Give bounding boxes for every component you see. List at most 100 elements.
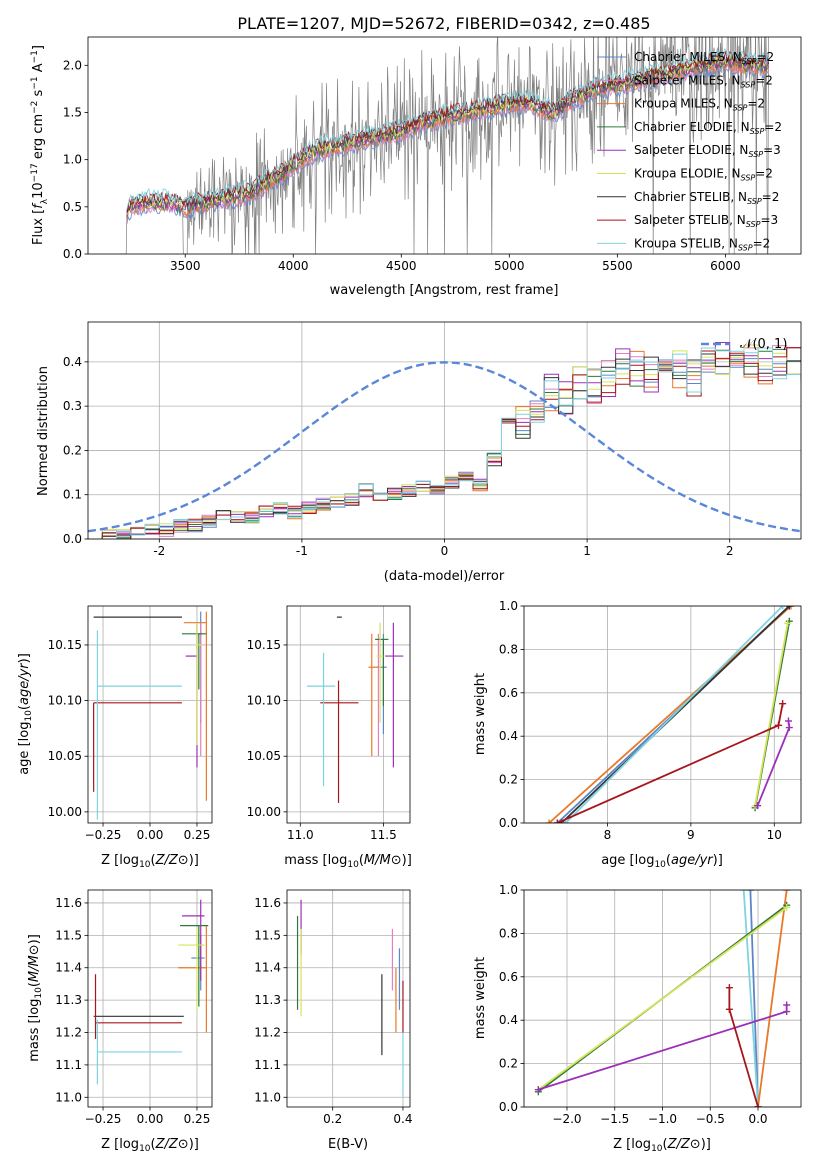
weight-marker [787,606,795,610]
weight-marker [553,819,561,823]
y-tick-label: 1.0 [499,599,518,613]
x-tick-label: 8 [604,828,612,842]
y-tick-label: 11.6 [55,896,82,910]
x-axis-label: Z [log10(Z/Z⊙)] [613,1137,711,1154]
age-vs-mass-panel: 11.0 11.5 10.00 10.05 10.10 10.15 mass [log10(… [247,605,412,870]
y-tick-label: 0.2 [63,443,82,457]
y-tick-label: 11.5 [254,928,281,942]
x-tick-label: 3500 [170,259,201,273]
y-tick-label: 11.3 [55,993,82,1007]
y-tick-label: 11.4 [55,961,82,975]
y-tick-label: 1.0 [63,153,82,167]
legend-entry: Chabrier ELODIE, NSSP=2 [634,120,782,136]
x-axis-label: age [log10(age/yr)] [601,853,723,870]
weight-marker [774,721,782,729]
weight-marker [779,606,787,610]
legend-entry: Kroupa ELODIE, NSSP=2 [634,167,773,183]
weight-marker [779,700,787,708]
x-tick-label: 0.25 [184,1112,211,1126]
y-tick-label: 1.0 [499,883,518,897]
x-axis-label: Z [log10(Z/Z⊙)] [101,1137,199,1154]
y-tick-label: 0.6 [499,686,518,700]
x-tick-label: 0.4 [393,1112,412,1126]
y-tick-label: 0.0 [63,532,82,546]
weight-line [754,623,789,806]
weight-line [742,890,759,1107]
y-axis-label: mass [log10(M/M⊙)] [27,934,44,1062]
y-tick-label: 10.10 [48,694,82,708]
x-tick-label: -1 [296,544,308,558]
model-spectrum [126,48,770,209]
y-tick-label: 0.3 [63,399,82,413]
legend-entry: 𝒩(0, 1) [740,337,787,352]
y-tick-label: 11.1 [55,1058,82,1072]
y-tick-label: 1.5 [63,105,82,119]
residual-histogram [88,355,801,539]
plot-area [120,37,770,254]
y-tick-label: 11.2 [254,1026,281,1040]
normal-curve [88,361,801,533]
x-tick-label: 4500 [386,259,417,273]
plot-area [93,611,207,820]
x-tick-label: 4000 [278,259,309,273]
weight-marker [783,1008,791,1016]
y-tick-label: 0.4 [499,1013,518,1027]
residual-histogram [88,347,801,539]
legend-entry: Salpeter STELIB, NSSP=3 [634,213,778,229]
weight-vs-age-panel: 8 9 10 0.0 0.2 0.4 0.6 0.8 1.0 age [log10(age/yr)… [473,599,802,870]
x-tick-label: 0.2 [323,1112,342,1126]
x-axis-label: Z [log10(Z/Z⊙)] [101,853,199,870]
x-tick-label: 0.0 [748,1112,767,1126]
x-tick-label: 0 [441,544,449,558]
x-tick-label: 10 [767,828,782,842]
y-tick-label: 11.0 [55,1090,82,1104]
x-tick-label: 5000 [494,259,525,273]
axes-frame [87,36,802,255]
weight-marker [783,903,791,911]
legend-entry: Chabrier STELIB, NSSP=2 [634,190,779,206]
weight-marker [545,819,553,823]
weight-vs-metallicity-panel: −2.0 −1.5 −1.0 −0.5 0.0 0.0 0.2 0.4 0.6 0.8 1.0 Z [… [473,883,802,1154]
y-tick-label: 10.10 [247,694,281,708]
y-axis-label: age [log10(age/yr)] [17,653,34,775]
y-tick-label: 10.00 [48,805,82,819]
weight-marker [783,890,791,894]
age-vs-metallicity-panel: −0.25 0.00 0.25 10.00 10.05 10.10 10.15 Z [log1… [17,605,213,870]
y-tick-label: 10.15 [247,638,281,652]
legend-entry: Kroupa MILES, NSSP=2 [634,97,765,113]
plot-area [306,616,404,803]
observed-spectrum [120,37,769,254]
weight-marker [785,606,793,610]
y-tick-label: 11.2 [55,1026,82,1040]
weight-line [757,890,788,1107]
y-tick-label: 0.0 [499,816,518,830]
mass-vs-reddening-panel: 0.2 0.4 11.0 11.1 11.2 11.3 11.4 11.5 11.6 E(B-V) [254,889,413,1152]
axes-frame [286,605,411,824]
y-tick-label: 11.4 [254,961,281,975]
x-axis-label: mass [log10(M/M⊙)] [284,853,412,870]
axes-frame [523,605,802,824]
weight-marker [784,717,792,725]
legend-entry: Kroupa STELIB, NSSP=2 [634,236,770,252]
weight-marker [784,619,792,627]
x-tick-label: 0.25 [184,828,211,842]
y-tick-label: 0.0 [63,247,82,261]
y-tick-label: 11.6 [254,896,281,910]
x-tick-label: −0.25 [85,828,122,842]
x-tick-label: −0.25 [85,1112,122,1126]
weight-marker [562,819,570,823]
x-tick-label: −0.5 [696,1112,725,1126]
x-tick-label: 0.00 [137,1112,164,1126]
residual-histogram [88,350,801,539]
x-tick-label: 11.0 [287,828,314,842]
weight-marker [754,802,762,810]
legend-entry: Salpeter ELODIE, NSSP=3 [634,143,781,159]
weight-marker [746,890,754,894]
weight-marker [725,1005,733,1013]
x-axis-label: E(B-V) [328,1137,368,1152]
y-tick-label: 0.8 [499,642,518,656]
weight-marker [725,984,733,992]
y-tick-label: 0.0 [499,1100,518,1114]
y-tick-label: 11.5 [55,928,82,942]
x-tick-label: −1.0 [648,1112,677,1126]
